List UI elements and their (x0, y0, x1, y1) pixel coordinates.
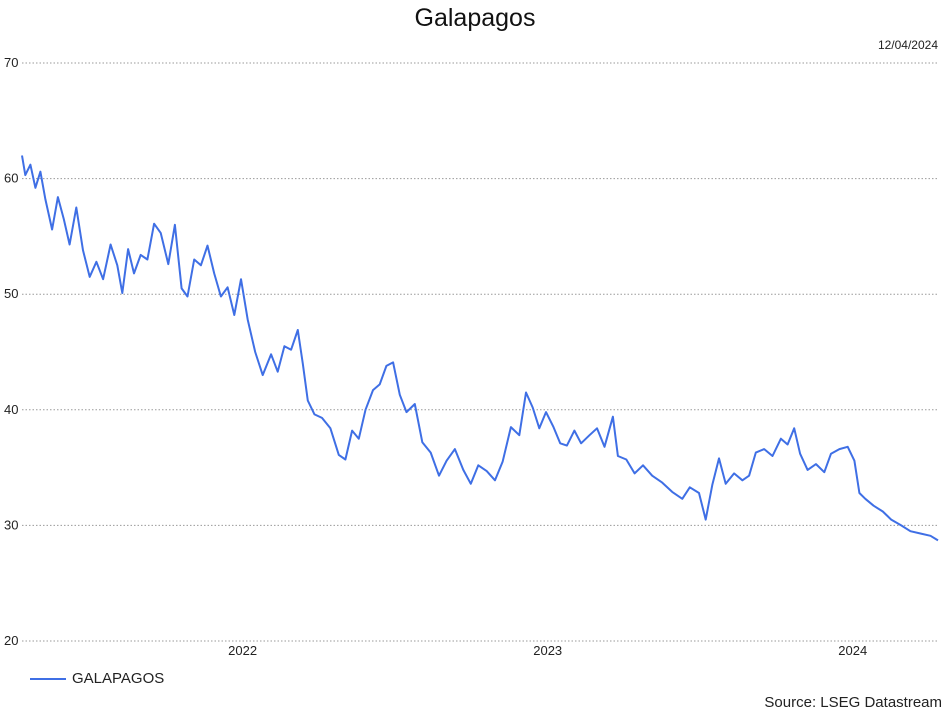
legend: GALAPAGOS (30, 670, 164, 687)
x-tick-label: 2023 (533, 643, 562, 658)
grid-lines (22, 62, 938, 642)
chart-title: Galapagos (414, 4, 536, 32)
y-tick-label: 60 (4, 171, 18, 186)
chart-date-label: 12/04/2024 (877, 38, 938, 52)
x-tick-label: 2024 (838, 643, 867, 658)
y-tick-label: 70 (4, 55, 18, 70)
y-axis-ticks: 20 30 40 50 60 70 (4, 55, 18, 648)
legend-label: GALAPAGOS (72, 670, 165, 687)
y-tick-label: 30 (4, 517, 18, 532)
source-note: Source: LSEG Datastream (764, 694, 942, 711)
x-tick-label: 2022 (228, 643, 257, 658)
x-axis-ticks: 2022 2023 2024 (228, 643, 867, 658)
legend-swatch (30, 677, 66, 680)
y-tick-label: 50 (4, 286, 18, 301)
y-tick-label: 20 (4, 633, 18, 648)
y-tick-label: 40 (4, 402, 18, 417)
series-layer (21, 155, 939, 542)
series-line-0 (21, 155, 939, 542)
